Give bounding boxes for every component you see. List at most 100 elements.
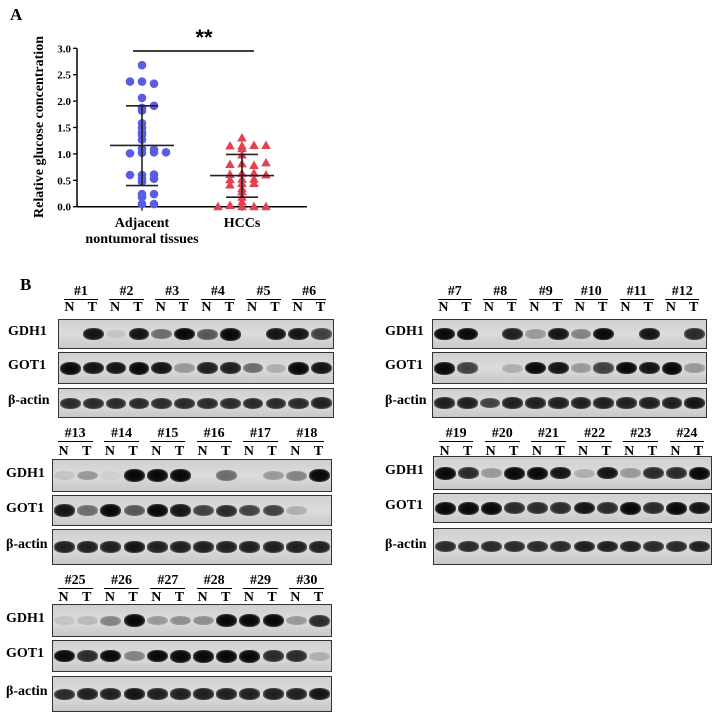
protein-band [174, 397, 195, 409]
lane-label-normal: N [577, 444, 589, 459]
lane-label-normal: N [58, 590, 69, 605]
lane-label-normal: N [155, 300, 166, 315]
sample-label: #13 [57, 427, 93, 442]
panel-b-letter: B [20, 275, 32, 294]
data-point-triangle [261, 157, 271, 167]
sample-label: #7 [437, 285, 472, 300]
blot-strip-gdh1 [432, 319, 707, 349]
protein-band [481, 541, 503, 552]
lane-label-tumor: T [313, 444, 324, 459]
row-label-actin: β-actin [8, 393, 50, 408]
protein-band [265, 327, 287, 341]
lane-label-normal: N [574, 300, 585, 315]
lane-label-normal: N [485, 444, 496, 459]
data-point-circle [161, 148, 171, 157]
lane-label-normal: N [110, 300, 121, 315]
protein-band [193, 504, 215, 517]
row-label-gdh1: GDH1 [6, 465, 45, 481]
protein-band [193, 688, 215, 700]
protein-band [60, 397, 81, 409]
protein-band [100, 688, 122, 700]
protein-band [100, 504, 122, 517]
data-point-triangle [225, 140, 235, 150]
protein-band [435, 466, 457, 480]
protein-band [550, 541, 572, 552]
lane-label-tumor: T [221, 590, 231, 605]
protein-band [169, 504, 191, 517]
protein-band [151, 397, 173, 409]
protein-band [665, 501, 687, 515]
protein-band [308, 651, 330, 661]
data-point-triangle [249, 160, 259, 170]
protein-band [504, 466, 526, 480]
x-category-label: HCCs [224, 216, 261, 231]
protein-band [570, 397, 592, 409]
protein-band [308, 688, 330, 700]
sample-label: #9 [528, 285, 563, 300]
sample-label: #15 [150, 427, 186, 442]
lane-label-tumor: T [597, 300, 608, 315]
protein-band [481, 468, 503, 478]
lane-label-normal: N [104, 590, 115, 605]
lane-label-normal: N [624, 444, 635, 459]
protein-band [642, 467, 664, 479]
protein-band [596, 540, 618, 553]
protein-band [174, 363, 195, 373]
sample-label: #17 [243, 427, 278, 442]
lane-label-normal: N [292, 300, 303, 315]
sample-label: #27 [150, 574, 186, 589]
lane-label-tumor: T [133, 300, 143, 315]
protein-band [527, 502, 549, 514]
protein-band [684, 363, 705, 373]
sample-label: #22 [577, 427, 612, 442]
sample-label: #25 [57, 574, 93, 589]
protein-band [54, 471, 76, 480]
sample-label: #29 [243, 574, 278, 589]
data-point-circle [137, 77, 147, 86]
sample-label: #24 [669, 427, 705, 442]
sample-label: #2 [109, 285, 144, 300]
protein-band [105, 329, 127, 339]
lane-label-tumor: T [224, 300, 234, 315]
protein-band [146, 688, 168, 700]
sample-label: #5 [246, 285, 281, 300]
protein-band [573, 468, 595, 478]
sample-label: #23 [623, 427, 659, 442]
lane-label-normal: N [483, 300, 494, 315]
protein-band [216, 649, 238, 663]
protein-band [239, 614, 261, 627]
protein-band [504, 502, 526, 514]
protein-band [54, 649, 76, 663]
sample-label: #6 [292, 285, 327, 300]
sample-label: #14 [104, 427, 139, 442]
protein-band [642, 541, 664, 552]
sample-label: #4 [200, 285, 235, 300]
protein-band [479, 397, 501, 409]
protein-band [527, 541, 549, 552]
data-point-triangle [249, 140, 259, 149]
protein-band [216, 614, 238, 627]
protein-band [638, 327, 660, 341]
protein-band [219, 361, 241, 375]
protein-band [197, 397, 218, 409]
data-point-triangle [225, 200, 235, 210]
protein-band [146, 649, 168, 663]
y-axis-label: Relative glucose concentration [32, 36, 47, 218]
lane-label-tumor: T [462, 444, 473, 459]
protein-band [262, 614, 284, 627]
protein-band [525, 361, 546, 375]
protein-band [434, 361, 455, 375]
blot-strip-actin [432, 388, 707, 418]
protein-band [105, 397, 127, 409]
protein-band [193, 615, 215, 626]
protein-band [146, 541, 168, 553]
row-label-actin: β-actin [6, 684, 48, 699]
lane-label-tumor: T [643, 300, 653, 315]
protein-band [262, 688, 284, 700]
sample-label: #11 [619, 285, 654, 300]
lane-label-tumor: T [693, 444, 704, 459]
protein-band [77, 470, 99, 481]
lane-label-tumor: T [267, 444, 277, 459]
lane-label-tumor: T [313, 590, 324, 605]
protein-band [123, 688, 145, 700]
